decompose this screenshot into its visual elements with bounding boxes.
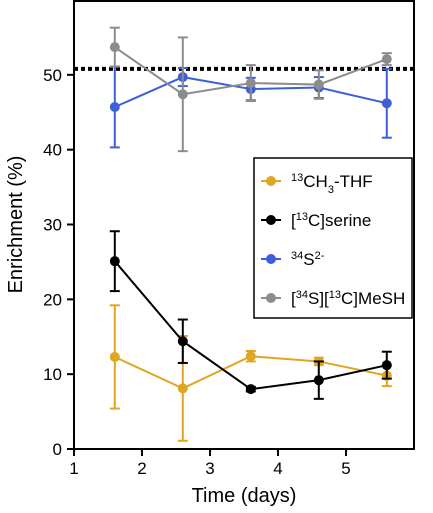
series-1-point-2: [245, 384, 256, 395]
y-tick-label-3: 30: [43, 216, 62, 235]
series-0-point-2: [245, 351, 256, 362]
series-3-point-2: [245, 78, 256, 89]
y-tick-label-4: 40: [43, 141, 62, 160]
series-2-point-0: [109, 102, 120, 113]
y-tick-label-5: 50: [43, 66, 62, 85]
series-3-point-0: [109, 42, 120, 53]
series-3-point-3: [313, 79, 324, 90]
legend-label-3: [34S][13C]MeSH: [291, 289, 405, 308]
series-0-point-0: [109, 351, 120, 362]
series-3-point-1: [177, 89, 188, 100]
legend-swatch-marker-3: [266, 293, 276, 303]
x-tick-label-2: 3: [205, 459, 214, 478]
y-axis-title: Enrichment (%): [5, 156, 27, 294]
legend-box: [253, 157, 413, 319]
series-2-point-4: [381, 98, 392, 109]
x-tick-label-4: 5: [341, 459, 350, 478]
series-1-point-0: [109, 256, 120, 267]
legend-swatch-marker-0: [266, 176, 276, 186]
y-tick-label-2: 20: [43, 290, 62, 309]
series-3: [109, 26, 392, 153]
plot-area: [74, 26, 414, 442]
x-tick-label-3: 4: [273, 459, 282, 478]
x-tick-label-1: 2: [137, 459, 146, 478]
series-0-point-1: [177, 383, 188, 394]
legend-label-1: [13C]serine: [291, 211, 371, 230]
series-1-point-3: [313, 375, 324, 386]
legend-swatch-marker-1: [266, 215, 276, 225]
legend-swatch-marker-2: [266, 254, 276, 264]
legend-label-2: 34S2-: [291, 250, 325, 269]
legend-label-0: 13CH3-THF: [291, 172, 373, 196]
y-tick-label-0: 0: [53, 440, 62, 459]
series-1-point-1: [177, 336, 188, 347]
legend: 13CH3-THF [13C]serine 34S2- [34S][13C]MeSH: [253, 157, 413, 319]
y-tick-label-1: 10: [43, 365, 62, 384]
series-1: [109, 230, 392, 400]
x-axis-title: Time (days): [192, 485, 297, 507]
series-1-point-4: [381, 360, 392, 371]
series-3-point-4: [381, 54, 392, 65]
x-tick-label-0: 1: [69, 459, 78, 478]
